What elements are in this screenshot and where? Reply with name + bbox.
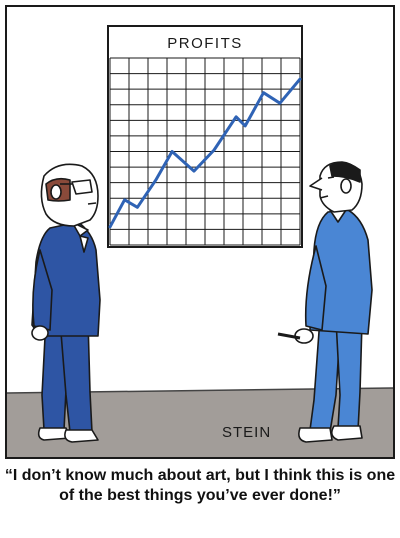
pen-icon [277, 332, 301, 340]
right-man-arm [304, 245, 327, 331]
right-man [277, 161, 373, 443]
left-man-ear [50, 184, 62, 200]
chart-title: PROFITS [167, 35, 243, 52]
left-man [31, 163, 101, 443]
right-man-hair [329, 162, 361, 183]
left-man-mouth [87, 202, 97, 205]
left-man-hand [31, 325, 49, 341]
left-man-tie [79, 235, 89, 253]
cartoon-caption: “I don’t know much about art, but I thin… [4, 467, 396, 504]
right-man-ear [340, 178, 352, 194]
right-man-nose [309, 177, 323, 191]
chart-grid [109, 57, 301, 246]
right-man-shoe-back [298, 427, 333, 443]
right-man-hand [294, 328, 314, 344]
right-man-leg-front [335, 319, 363, 431]
floor [7, 388, 393, 457]
artist-signature: STEIN [222, 424, 271, 441]
right-man-mouth [319, 195, 329, 199]
profit-line [108, 77, 302, 229]
left-man-glasses [71, 179, 93, 195]
left-man-shoe-front [64, 429, 99, 443]
profits-chart: PROFITS [107, 25, 303, 248]
right-man-torso [309, 209, 373, 335]
right-man-eye [327, 176, 335, 179]
right-man-shoe-front [330, 425, 363, 441]
